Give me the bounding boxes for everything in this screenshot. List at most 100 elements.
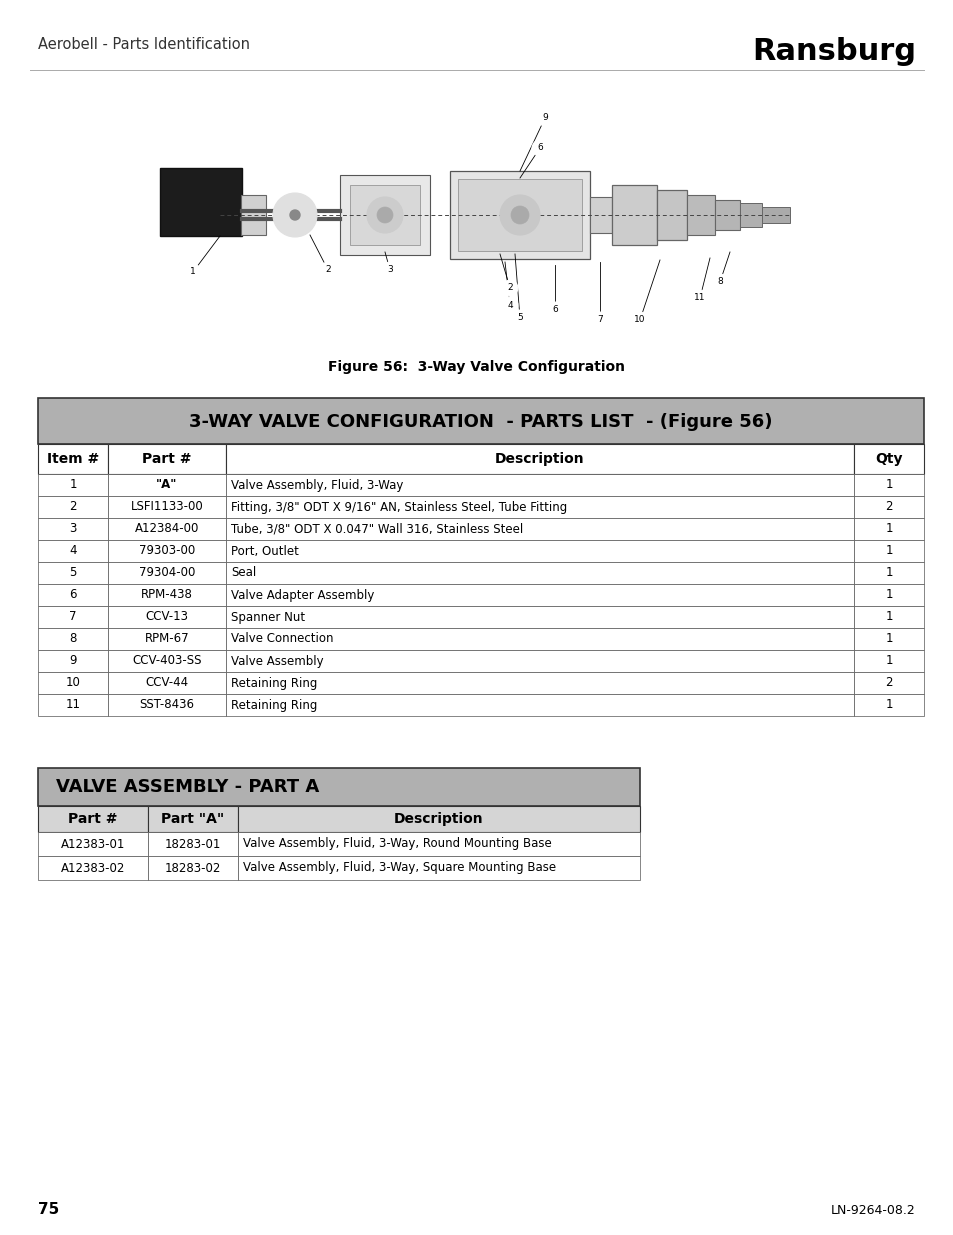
- Bar: [226, 650, 853, 672]
- Bar: [853, 694, 923, 716]
- Text: 10: 10: [66, 677, 80, 689]
- Bar: [853, 445, 923, 474]
- Bar: [853, 650, 923, 672]
- Text: A12383-01: A12383-01: [61, 837, 125, 851]
- Text: Description: Description: [495, 452, 584, 466]
- Bar: [339, 175, 430, 254]
- Circle shape: [185, 264, 201, 280]
- Bar: [226, 496, 853, 517]
- Bar: [38, 629, 108, 650]
- Circle shape: [501, 296, 517, 312]
- Text: Spanner Nut: Spanner Nut: [231, 610, 305, 624]
- Circle shape: [376, 207, 393, 224]
- Text: Part "A": Part "A": [161, 811, 224, 826]
- Bar: [108, 496, 226, 517]
- Bar: [38, 672, 108, 694]
- Text: 5: 5: [70, 567, 76, 579]
- Text: 1: 1: [884, 545, 892, 557]
- Circle shape: [381, 262, 397, 278]
- Text: 2: 2: [70, 500, 76, 514]
- Text: LSFI1133-00: LSFI1133-00: [131, 500, 203, 514]
- Text: Ransburg: Ransburg: [751, 37, 915, 65]
- Bar: [853, 517, 923, 540]
- Text: Aerobell - Parts Identification: Aerobell - Parts Identification: [38, 37, 250, 52]
- Text: Retaining Ring: Retaining Ring: [231, 699, 317, 711]
- Bar: [740, 203, 761, 227]
- Text: Valve Assembly, Fluid, 3-Way: Valve Assembly, Fluid, 3-Way: [231, 478, 403, 492]
- Text: 1: 1: [884, 699, 892, 711]
- Circle shape: [273, 193, 316, 237]
- Bar: [350, 185, 419, 245]
- Bar: [38, 562, 108, 584]
- Text: 9: 9: [541, 114, 547, 122]
- Text: 3-WAY VALVE CONFIGURATION  - PARTS LIST  - (Figure 56): 3-WAY VALVE CONFIGURATION - PARTS LIST -…: [189, 412, 772, 431]
- Bar: [108, 694, 226, 716]
- Text: 7: 7: [70, 610, 76, 624]
- Text: Description: Description: [394, 811, 483, 826]
- Bar: [853, 672, 923, 694]
- Circle shape: [691, 290, 707, 306]
- Text: 1: 1: [70, 478, 76, 492]
- Bar: [226, 584, 853, 606]
- Text: Fitting, 3/8" ODT X 9/16" AN, Stainless Steel, Tube Fitting: Fitting, 3/8" ODT X 9/16" AN, Stainless …: [231, 500, 567, 514]
- Bar: [38, 650, 108, 672]
- Text: Valve Connection: Valve Connection: [231, 632, 334, 646]
- Text: 7: 7: [597, 315, 602, 325]
- Text: 1: 1: [190, 268, 195, 277]
- Text: Tube, 3/8" ODT X 0.047" Wall 316, Stainless Steel: Tube, 3/8" ODT X 0.047" Wall 316, Stainl…: [231, 522, 522, 536]
- Text: "A": "A": [156, 478, 177, 492]
- Bar: [108, 562, 226, 584]
- Bar: [108, 629, 226, 650]
- Text: 2: 2: [884, 500, 892, 514]
- Bar: [761, 207, 789, 224]
- Circle shape: [631, 312, 647, 329]
- Bar: [108, 540, 226, 562]
- Bar: [853, 496, 923, 517]
- Text: Valve Assembly: Valve Assembly: [231, 655, 323, 667]
- Bar: [657, 190, 686, 240]
- Text: 10: 10: [634, 315, 645, 325]
- Bar: [38, 517, 108, 540]
- Bar: [38, 474, 108, 496]
- Text: Seal: Seal: [231, 567, 256, 579]
- Bar: [38, 606, 108, 629]
- Text: Valve Assembly, Fluid, 3-Way, Square Mounting Base: Valve Assembly, Fluid, 3-Way, Square Mou…: [243, 862, 556, 874]
- Text: Valve Assembly, Fluid, 3-Way, Round Mounting Base: Valve Assembly, Fluid, 3-Way, Round Moun…: [243, 837, 551, 851]
- Text: 18283-01: 18283-01: [165, 837, 221, 851]
- Circle shape: [367, 198, 402, 233]
- Text: 1: 1: [884, 567, 892, 579]
- Text: SST-8436: SST-8436: [139, 699, 194, 711]
- Bar: [450, 170, 589, 259]
- Circle shape: [501, 280, 517, 296]
- Text: 18283-02: 18283-02: [165, 862, 221, 874]
- Text: 5: 5: [517, 314, 522, 322]
- Text: VALVE ASSEMBLY - PART A: VALVE ASSEMBLY - PART A: [56, 778, 319, 797]
- Bar: [853, 540, 923, 562]
- Text: 11: 11: [694, 294, 705, 303]
- Text: 6: 6: [552, 305, 558, 315]
- Text: 2: 2: [325, 266, 331, 274]
- Text: 1: 1: [884, 610, 892, 624]
- Bar: [237, 806, 639, 832]
- Circle shape: [546, 303, 562, 317]
- Bar: [237, 856, 639, 881]
- Bar: [108, 584, 226, 606]
- Bar: [237, 832, 639, 856]
- Circle shape: [592, 312, 607, 329]
- Bar: [226, 517, 853, 540]
- Text: 79303-00: 79303-00: [139, 545, 195, 557]
- Text: 2: 2: [507, 284, 513, 293]
- Text: 1: 1: [884, 632, 892, 646]
- Circle shape: [532, 140, 547, 156]
- Text: 11: 11: [66, 699, 80, 711]
- Text: CCV-13: CCV-13: [146, 610, 189, 624]
- Text: Item #: Item #: [47, 452, 99, 466]
- Bar: [108, 517, 226, 540]
- Text: Qty: Qty: [874, 452, 902, 466]
- Circle shape: [319, 262, 335, 278]
- Bar: [148, 832, 237, 856]
- Bar: [108, 445, 226, 474]
- Text: 6: 6: [537, 143, 542, 152]
- Text: Valve Adapter Assembly: Valve Adapter Assembly: [231, 589, 374, 601]
- Bar: [38, 584, 108, 606]
